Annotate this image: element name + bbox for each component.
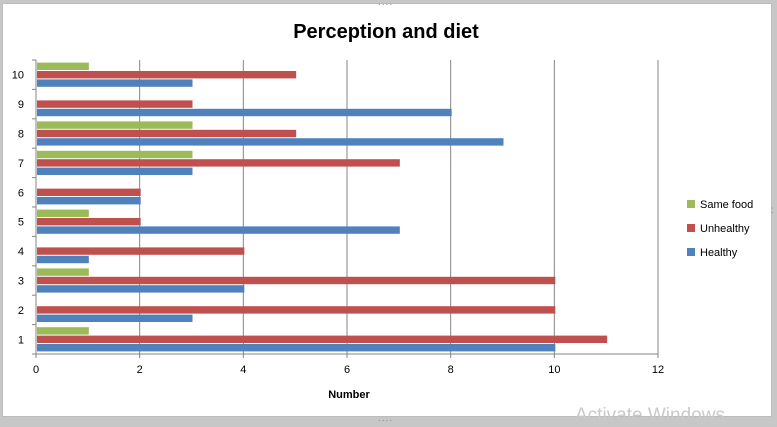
y-tick-label: 4 bbox=[18, 246, 24, 258]
bar-unhealthy-6 bbox=[37, 188, 141, 196]
bar-same-food-10 bbox=[37, 62, 89, 70]
resize-handle-right[interactable]: : bbox=[771, 205, 775, 216]
bar-same-food-8 bbox=[37, 121, 193, 129]
x-tick-label: 8 bbox=[448, 364, 454, 376]
x-tick-label: 4 bbox=[240, 364, 246, 376]
bar-healthy-10 bbox=[37, 79, 193, 87]
x-tick-label: 12 bbox=[652, 364, 664, 376]
activation-watermark: Activate Windows bbox=[575, 405, 725, 426]
bar-healthy-3 bbox=[37, 285, 245, 293]
bar-unhealthy-1 bbox=[37, 335, 608, 343]
bar-unhealthy-8 bbox=[37, 129, 297, 138]
bar-unhealthy-9 bbox=[37, 100, 193, 108]
x-tick-label: 0 bbox=[33, 364, 39, 376]
x-axis-label: Number bbox=[328, 389, 370, 401]
bar-healthy-5 bbox=[37, 226, 400, 234]
bar-unhealthy-5 bbox=[37, 218, 141, 226]
bar-unhealthy-3 bbox=[37, 276, 556, 285]
bar-healthy-4 bbox=[37, 255, 89, 264]
legend-swatch-unhealthy bbox=[687, 224, 695, 232]
bar-unhealthy-2 bbox=[37, 306, 556, 314]
y-tick-label: 3 bbox=[18, 276, 24, 288]
y-tick-label: 1 bbox=[18, 334, 24, 346]
x-tick-label: 2 bbox=[137, 364, 143, 376]
x-tick-label: 6 bbox=[344, 364, 350, 376]
legend-label-healthy: Healthy bbox=[700, 247, 738, 259]
y-tick-label: 7 bbox=[18, 158, 24, 170]
bar-healthy-8 bbox=[37, 138, 504, 146]
legend-swatch-healthy bbox=[687, 248, 695, 256]
bar-healthy-2 bbox=[37, 314, 193, 322]
bar-same-food-7 bbox=[37, 150, 193, 159]
bar-healthy-7 bbox=[37, 167, 193, 175]
chart-frame[interactable]: Perception and diet 0 2 4 6 8 10 12 1 2 3 4 5 6 7 8 9 10… bbox=[2, 3, 772, 417]
bar-healthy-9 bbox=[37, 108, 452, 117]
legend: Same food Unhealthy Healthy bbox=[687, 199, 753, 259]
bar-same-food-3 bbox=[37, 268, 89, 276]
bar-unhealthy-4 bbox=[37, 247, 245, 255]
y-tick-label: 6 bbox=[18, 187, 24, 199]
chart-title: Perception and diet bbox=[293, 21, 479, 43]
bar-unhealthy-7 bbox=[37, 159, 400, 167]
resize-handle-top[interactable]: .... bbox=[378, 0, 394, 8]
y-tick-label: 10 bbox=[12, 70, 24, 82]
bar-same-food-1 bbox=[37, 327, 89, 335]
y-tick-label: 8 bbox=[18, 129, 24, 141]
bar-chart: Perception and diet 0 2 4 6 8 10 1212345678910… bbox=[12, 21, 753, 401]
x-tick-label: 10 bbox=[548, 364, 560, 376]
legend-label-same-food: Same food bbox=[700, 199, 753, 211]
y-tick-label: 5 bbox=[18, 217, 24, 229]
bar-healthy-6 bbox=[37, 197, 141, 205]
legend-swatch-same-food bbox=[687, 200, 695, 208]
y-tick-label: 9 bbox=[18, 99, 24, 111]
bar-same-food-5 bbox=[37, 209, 89, 217]
y-tick-label: 2 bbox=[18, 305, 24, 317]
resize-handle-bottom[interactable]: .... bbox=[378, 413, 394, 424]
bar-healthy-1 bbox=[37, 344, 556, 352]
bars bbox=[37, 62, 608, 352]
legend-label-unhealthy: Unhealthy bbox=[700, 223, 750, 235]
bar-unhealthy-10 bbox=[37, 71, 297, 79]
